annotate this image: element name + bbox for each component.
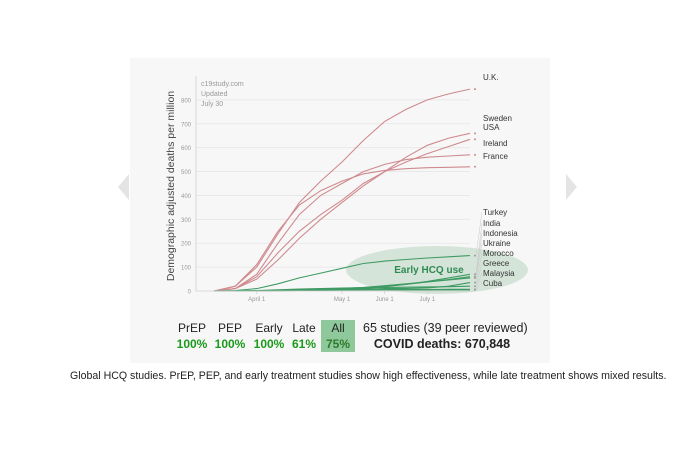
- y-tick-label: 100: [181, 266, 192, 272]
- label-leader: [475, 211, 483, 256]
- label-leader: [475, 252, 483, 283]
- series-line: [213, 154, 471, 292]
- series-label: Ireland: [483, 139, 507, 148]
- y-tick-label: 200: [181, 242, 192, 248]
- highlight-label: Early HCQ use: [394, 265, 464, 276]
- stat-late-label: Late: [292, 321, 316, 335]
- series-label: India: [483, 219, 501, 228]
- x-tick-label: May 1: [334, 297, 351, 303]
- x-tick-label: June 1: [376, 297, 395, 303]
- y-axis-label: Demographic adjusted deaths per million: [165, 91, 177, 281]
- stat-all-value: 75%: [325, 337, 351, 351]
- series-label: Morocco: [483, 249, 514, 258]
- y-tick-label: 700: [181, 122, 192, 128]
- series-label: Greece: [483, 259, 510, 268]
- study-count: 65 studies (39 peer reviewed): [363, 321, 528, 335]
- label-leader: [475, 232, 483, 277]
- label-leader: [475, 262, 483, 287]
- stat-early[interactable]: Early 100%: [252, 320, 286, 352]
- series-end-marker: [474, 273, 476, 276]
- series-line: [213, 138, 471, 292]
- stat-late-value: 61%: [291, 337, 317, 351]
- stat-prep-value: 100%: [176, 337, 208, 351]
- series-label: Sweden: [483, 114, 512, 123]
- series-label: Malaysia: [483, 269, 515, 278]
- x-tick-label: April 1: [248, 297, 266, 303]
- series-label: Turkey: [483, 208, 507, 217]
- highlight-oval: [346, 246, 528, 294]
- series-end-marker: [474, 153, 476, 156]
- y-tick-label: 0: [188, 290, 192, 296]
- figure-caption: Global HCQ studies. PrEP, PEP, and early…: [70, 370, 667, 382]
- series-line: [213, 88, 471, 292]
- series-label: Ukraine: [483, 239, 511, 248]
- stat-pep[interactable]: PEP 100%: [213, 320, 247, 352]
- stat-early-label: Early: [255, 321, 283, 335]
- series-line: [213, 255, 471, 292]
- stat-early-value: 100%: [253, 337, 285, 351]
- series-end-marker: [474, 288, 476, 291]
- stat-all-label: All: [331, 321, 345, 335]
- source-note-line-3: July 30: [201, 101, 223, 108]
- series-end-marker: [474, 138, 476, 141]
- source-note-line-1: c19study.com: [201, 81, 244, 88]
- stat-prep-label: PrEP: [177, 321, 206, 335]
- stat-all[interactable]: All 75%: [321, 320, 355, 352]
- label-leader: [475, 282, 483, 290]
- label-leader: [475, 242, 483, 278]
- y-tick-label: 400: [181, 194, 192, 200]
- label-leader: [475, 222, 483, 275]
- series-line: [213, 132, 471, 292]
- axes: 0 100 200 300 400 500 600 700 800 April 1 May 1 Jun…: [181, 76, 470, 303]
- y-tick-label: 800: [181, 98, 192, 104]
- series-end-marker: [474, 132, 476, 135]
- y-tick-label: 300: [181, 218, 192, 224]
- covid-deaths: COVID deaths: 670,848: [373, 337, 511, 351]
- early-hcq-highlight: Early HCQ use: [346, 246, 528, 294]
- gridlines: [196, 99, 470, 268]
- summary-block: 65 studies (39 peer reviewed) COVID deat…: [363, 320, 528, 352]
- stat-late[interactable]: Late 61%: [287, 320, 321, 352]
- stat-prep[interactable]: PrEP 100%: [175, 320, 209, 352]
- series-label: U.K.: [483, 73, 499, 82]
- series-end-marker: [474, 281, 476, 284]
- chart-card: [130, 58, 550, 363]
- series-end-marker: [474, 276, 476, 279]
- label-leader: [475, 272, 483, 290]
- previous-arrow-icon[interactable]: [118, 174, 129, 200]
- stat-pep-label: PEP: [217, 321, 242, 335]
- series-end-marker: [474, 88, 476, 91]
- series-label: France: [483, 152, 508, 161]
- series-label: Indonesia: [483, 229, 518, 238]
- stat-pep-value: 100%: [214, 337, 246, 351]
- x-tick-label: July 1: [419, 297, 435, 303]
- series-end-marker: [474, 285, 476, 288]
- next-arrow-icon[interactable]: [566, 174, 577, 200]
- y-tick-label: 500: [181, 170, 192, 176]
- series-label: Cuba: [483, 279, 503, 288]
- series-label: USA: [483, 123, 500, 132]
- series-end-marker: [474, 254, 476, 257]
- y-tick-label: 600: [181, 146, 192, 152]
- source-note-line-2: Updated: [201, 91, 228, 98]
- series-end-marker: [474, 165, 476, 168]
- series-line: [213, 166, 471, 292]
